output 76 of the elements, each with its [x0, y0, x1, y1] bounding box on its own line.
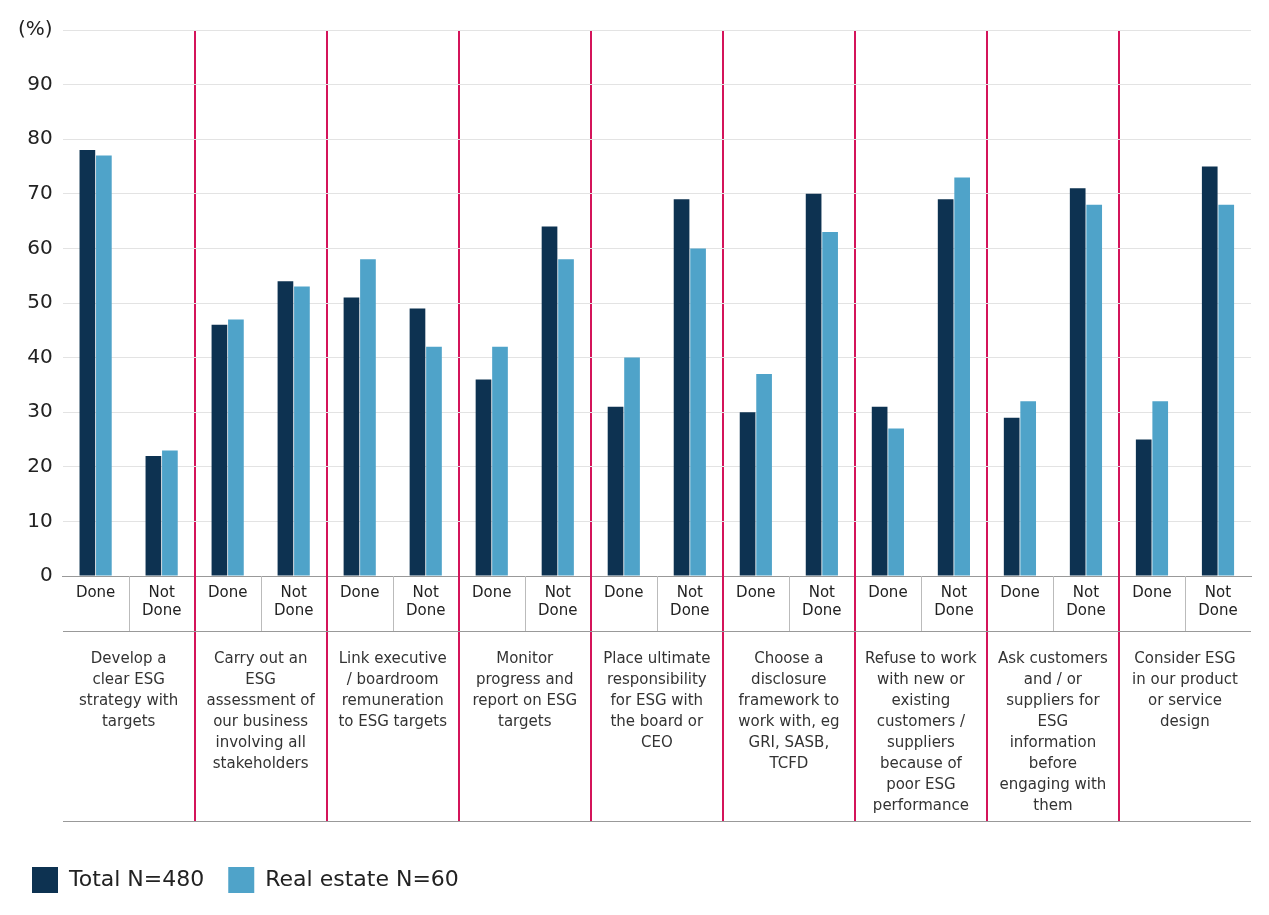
x-tick-label: Done	[604, 582, 644, 601]
x-tick-label: Done	[868, 582, 908, 601]
text: Refuse to work with new or existing customers / suppliers because of poor ESG performance	[865, 649, 978, 815]
bar	[211, 324, 228, 576]
y-tick-label: 80	[27, 125, 53, 150]
bar	[739, 412, 756, 576]
bar	[1218, 204, 1235, 576]
y-tick-label: 50	[27, 289, 53, 314]
x-tick-label: Not Done	[141, 582, 182, 619]
bar	[822, 232, 838, 576]
text: Choose a disclosure framework to work with, eg GRI, SASB, TCFD	[738, 649, 840, 773]
bar	[690, 248, 706, 576]
x-tick-label: Not Done	[1198, 582, 1238, 619]
text: Ask customers and / or suppliers for ESG information before engaging with them	[997, 649, 1109, 815]
bar	[343, 297, 360, 576]
text: Monitor progress and report on ESG targets	[472, 649, 578, 731]
bar	[607, 406, 624, 576]
text: Consider ESG in our product or service design	[1132, 649, 1238, 731]
bar	[79, 150, 96, 576]
bar	[871, 406, 888, 576]
x-tick-label: Done	[1132, 582, 1172, 601]
x-tick-label: Done	[207, 582, 248, 601]
bar	[805, 193, 822, 576]
bar	[409, 308, 426, 576]
bar	[1135, 439, 1152, 576]
y-tick-label: 10	[27, 507, 53, 532]
x-tick-label: Not Done	[670, 582, 710, 619]
x-tick-label: Not Done	[1066, 582, 1106, 619]
bar	[492, 346, 508, 576]
bar	[756, 373, 772, 576]
y-tick-label: 30	[27, 398, 53, 423]
x-tick-label: Not Done	[405, 582, 446, 619]
text: Place ultimate responsibility for ESG with the board or CEO	[603, 649, 711, 752]
x-tick-label: Done	[1000, 582, 1040, 601]
x-tick-label: Not Done	[934, 582, 974, 619]
bar	[937, 199, 954, 576]
bar	[673, 199, 690, 576]
y-tick-label: 0	[39, 562, 53, 587]
text: Carry out an ESG assessment of our business involving all stakeholders	[206, 649, 316, 773]
bar	[558, 259, 574, 576]
text: Develop a clear ESG strategy with targets	[79, 649, 179, 731]
bar	[1069, 188, 1086, 576]
bar	[1201, 166, 1218, 576]
x-tick-label: Done	[339, 582, 380, 601]
y-tick-label: 60	[27, 234, 53, 259]
bar	[145, 455, 162, 576]
bar	[96, 155, 112, 576]
bar	[1086, 204, 1103, 576]
legend-label: Total N=480	[68, 865, 205, 891]
x-tick-label: Not Done	[538, 582, 578, 619]
y-tick-label: 70	[27, 180, 53, 204]
y-tick-label: (%)	[18, 16, 53, 41]
bar	[228, 319, 244, 576]
bar	[360, 259, 376, 576]
bar	[162, 450, 178, 576]
x-tick-label: Not Done	[802, 582, 842, 619]
bar	[277, 281, 294, 576]
x-tick-label: Done	[75, 582, 116, 601]
bar	[294, 286, 310, 576]
text: Link executive / boardroom remuneration to ESG targets	[338, 649, 448, 731]
bar	[888, 428, 904, 576]
bar	[954, 177, 970, 576]
bar	[1003, 417, 1020, 576]
bar	[426, 346, 442, 576]
x-tick-label: Not Done	[273, 582, 314, 619]
y-tick-label: 20	[27, 453, 53, 477]
y-tick-label: 90	[27, 70, 53, 95]
bar	[1020, 401, 1037, 576]
y-tick-label: 40	[27, 343, 53, 368]
bar	[475, 379, 492, 576]
bar	[1152, 401, 1169, 576]
bar	[624, 357, 640, 576]
bar	[541, 226, 558, 576]
legend-label: Real estate N=60	[265, 865, 459, 891]
x-tick-label: Done	[736, 582, 776, 601]
x-tick-label: Done	[472, 582, 512, 601]
